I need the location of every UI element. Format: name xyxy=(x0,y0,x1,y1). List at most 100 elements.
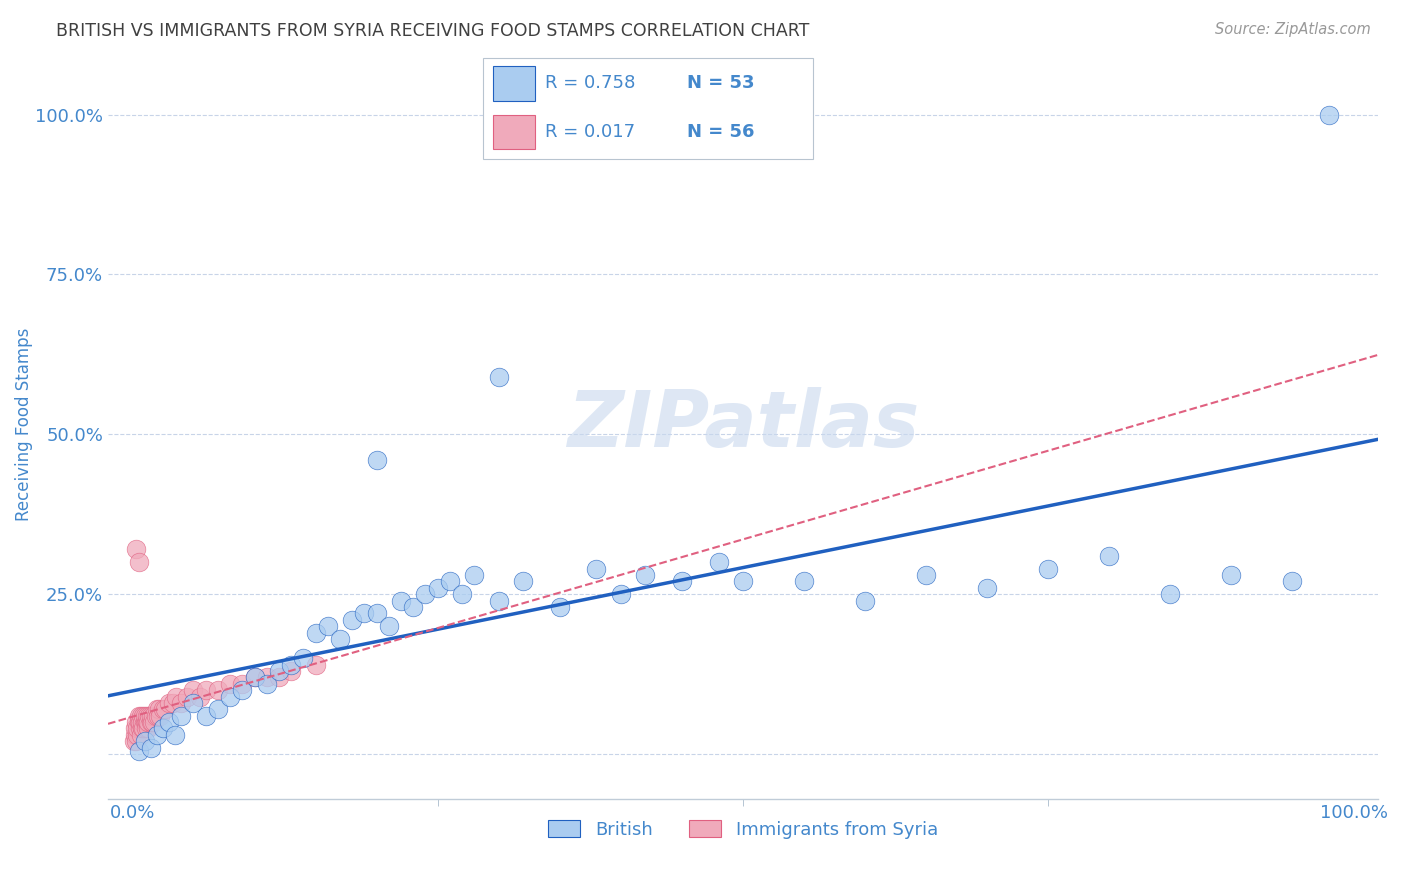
Point xyxy=(141,715,163,730)
Point xyxy=(366,607,388,621)
Point xyxy=(128,715,150,730)
Point xyxy=(610,587,633,601)
Point xyxy=(128,722,150,736)
Point xyxy=(124,728,146,742)
Point xyxy=(451,587,474,601)
Point xyxy=(256,670,278,684)
Point xyxy=(366,453,388,467)
Point xyxy=(340,613,363,627)
Point xyxy=(146,702,169,716)
Point xyxy=(139,708,162,723)
Point xyxy=(1220,568,1243,582)
Text: BRITISH VS IMMIGRANTS FROM SYRIA RECEIVING FOOD STAMPS CORRELATION CHART: BRITISH VS IMMIGRANTS FROM SYRIA RECEIVI… xyxy=(56,22,810,40)
Point xyxy=(488,369,510,384)
Point xyxy=(463,568,485,582)
Point xyxy=(731,574,754,589)
Point xyxy=(125,715,148,730)
Point xyxy=(136,715,159,730)
Point xyxy=(1317,108,1340,122)
Point xyxy=(170,696,193,710)
Point xyxy=(280,657,302,672)
Point xyxy=(128,715,150,730)
Point xyxy=(129,708,152,723)
Point xyxy=(439,574,461,589)
Point xyxy=(127,728,149,742)
Point xyxy=(378,619,401,633)
Point xyxy=(426,581,449,595)
Point xyxy=(243,670,266,684)
Point xyxy=(1098,549,1121,563)
Point xyxy=(155,702,177,716)
Point xyxy=(132,722,155,736)
Point xyxy=(1281,574,1303,589)
Point xyxy=(793,574,815,589)
Point xyxy=(122,734,145,748)
Point xyxy=(1038,561,1060,575)
Point xyxy=(415,587,437,601)
Point xyxy=(316,619,339,633)
Point xyxy=(146,708,169,723)
Point xyxy=(292,651,315,665)
Point xyxy=(219,690,242,704)
Point xyxy=(143,715,166,730)
Point xyxy=(127,722,149,736)
Point xyxy=(142,708,165,723)
Point xyxy=(136,715,159,730)
Point xyxy=(512,574,534,589)
Point xyxy=(207,683,229,698)
Point xyxy=(267,670,290,684)
Point xyxy=(188,690,211,704)
Point xyxy=(976,581,998,595)
Point xyxy=(129,728,152,742)
Point xyxy=(146,728,169,742)
Point xyxy=(134,734,156,748)
Point xyxy=(219,677,242,691)
Point xyxy=(157,715,180,730)
Point xyxy=(131,715,153,730)
Point xyxy=(148,702,170,716)
Point xyxy=(389,593,412,607)
Point xyxy=(231,677,253,691)
Point xyxy=(136,722,159,736)
Point xyxy=(145,708,167,723)
Point xyxy=(256,677,278,691)
Point xyxy=(135,722,157,736)
Point xyxy=(548,599,571,614)
Point xyxy=(162,696,184,710)
Point xyxy=(139,715,162,730)
Point xyxy=(132,708,155,723)
Point xyxy=(157,696,180,710)
Point xyxy=(329,632,352,646)
Point xyxy=(152,722,174,736)
Point xyxy=(170,708,193,723)
Point xyxy=(207,702,229,716)
Point xyxy=(304,657,326,672)
Point xyxy=(194,708,217,723)
Point xyxy=(128,744,150,758)
Point xyxy=(139,740,162,755)
Point xyxy=(134,715,156,730)
Point xyxy=(183,696,205,710)
Point xyxy=(134,708,156,723)
Point xyxy=(152,702,174,716)
Point xyxy=(488,593,510,607)
Point xyxy=(135,715,157,730)
Point xyxy=(853,593,876,607)
Y-axis label: Receiving Food Stamps: Receiving Food Stamps xyxy=(15,328,32,522)
Point xyxy=(353,607,375,621)
Point xyxy=(176,690,198,704)
Point xyxy=(707,555,730,569)
Point xyxy=(125,542,148,557)
Point xyxy=(585,561,607,575)
Point xyxy=(671,574,693,589)
Point xyxy=(267,664,290,678)
Point xyxy=(124,722,146,736)
Point xyxy=(243,670,266,684)
Point xyxy=(304,625,326,640)
Point xyxy=(280,664,302,678)
Point xyxy=(128,555,150,569)
Point xyxy=(125,734,148,748)
Legend: British, Immigrants from Syria: British, Immigrants from Syria xyxy=(541,814,945,846)
Point xyxy=(634,568,657,582)
Point xyxy=(165,690,187,704)
